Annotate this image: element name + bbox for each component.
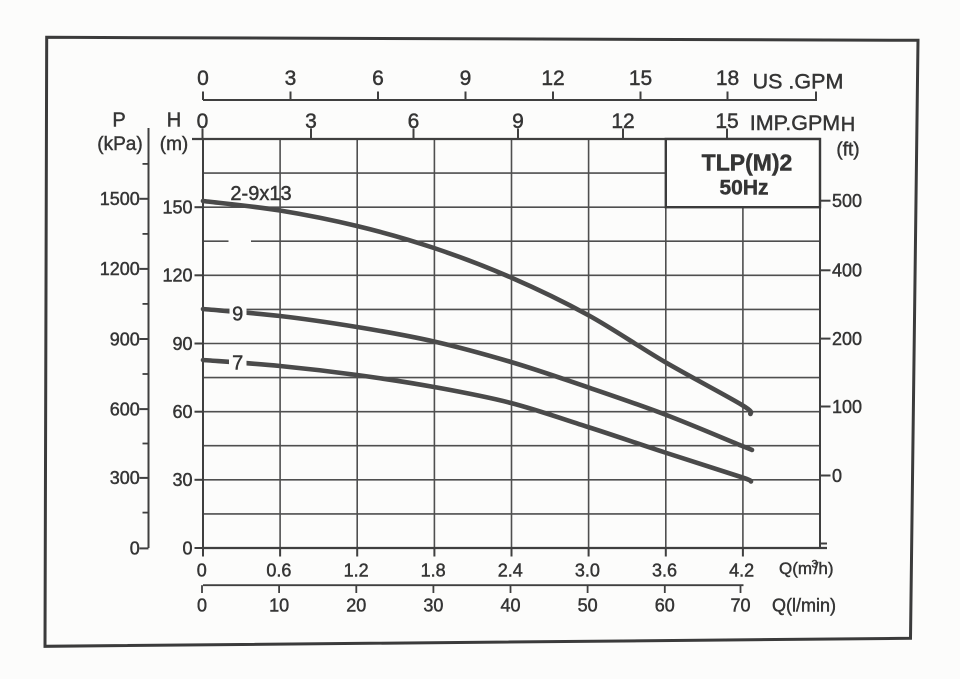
svg-text:150: 150 bbox=[162, 198, 192, 218]
svg-text:30: 30 bbox=[172, 470, 192, 490]
svg-text:10: 10 bbox=[269, 595, 289, 615]
svg-text:3: 3 bbox=[305, 110, 317, 133]
svg-text:H: H bbox=[841, 114, 855, 136]
svg-text:20: 20 bbox=[346, 595, 366, 615]
svg-text:50Hz: 50Hz bbox=[719, 177, 768, 200]
svg-text:0: 0 bbox=[197, 67, 209, 90]
svg-text:0: 0 bbox=[197, 560, 207, 580]
svg-text:9: 9 bbox=[512, 110, 524, 133]
svg-text:0.6: 0.6 bbox=[266, 560, 291, 580]
svg-text:12: 12 bbox=[541, 67, 564, 90]
svg-text:6: 6 bbox=[408, 110, 420, 133]
svg-text:15: 15 bbox=[715, 110, 738, 133]
svg-text:0: 0 bbox=[182, 538, 192, 558]
svg-text:40: 40 bbox=[500, 595, 520, 615]
svg-text:0: 0 bbox=[197, 110, 209, 133]
svg-text:US .GPM: US .GPM bbox=[753, 69, 844, 93]
svg-text:(ft): (ft) bbox=[836, 140, 859, 161]
svg-text:200: 200 bbox=[832, 329, 862, 349]
svg-text:90: 90 bbox=[172, 334, 192, 354]
svg-text:900: 900 bbox=[110, 329, 140, 349]
svg-text:1200: 1200 bbox=[100, 259, 140, 279]
svg-text:IMP.GPM: IMP.GPM bbox=[750, 111, 840, 135]
svg-text:500: 500 bbox=[832, 191, 862, 211]
svg-text:120: 120 bbox=[162, 266, 192, 286]
svg-text:0: 0 bbox=[832, 466, 842, 486]
svg-text:100: 100 bbox=[832, 397, 862, 417]
svg-text:400: 400 bbox=[832, 261, 862, 281]
svg-text:1.8: 1.8 bbox=[421, 560, 446, 580]
svg-text:3.6: 3.6 bbox=[652, 560, 677, 580]
svg-text:60: 60 bbox=[172, 402, 192, 422]
svg-text:1.2: 1.2 bbox=[344, 560, 369, 580]
svg-text:TLP(M)2: TLP(M)2 bbox=[702, 149, 793, 175]
svg-text:60: 60 bbox=[655, 595, 675, 615]
svg-text:(kPa): (kPa) bbox=[97, 134, 142, 155]
svg-text:1500: 1500 bbox=[100, 189, 140, 209]
svg-text:30: 30 bbox=[423, 595, 443, 615]
svg-text:Q(m3/h): Q(m3/h) bbox=[779, 558, 834, 578]
svg-text:7: 7 bbox=[232, 353, 243, 375]
svg-text:3: 3 bbox=[285, 67, 297, 90]
svg-text:4.2: 4.2 bbox=[729, 560, 754, 580]
svg-text:P: P bbox=[112, 109, 125, 131]
svg-text:9: 9 bbox=[460, 67, 472, 90]
svg-text:9: 9 bbox=[232, 304, 243, 326]
svg-text:600: 600 bbox=[110, 399, 140, 419]
svg-text:50: 50 bbox=[578, 595, 598, 615]
svg-text:70: 70 bbox=[730, 595, 750, 615]
svg-text:0: 0 bbox=[197, 595, 207, 615]
svg-text:3.0: 3.0 bbox=[575, 560, 600, 580]
svg-text:2.4: 2.4 bbox=[498, 560, 523, 580]
svg-text:Q(l/min): Q(l/min) bbox=[772, 595, 836, 615]
svg-text:2-9x13: 2-9x13 bbox=[230, 183, 291, 205]
svg-text:(m): (m) bbox=[160, 134, 188, 155]
svg-text:H: H bbox=[167, 109, 181, 131]
svg-text:6: 6 bbox=[372, 67, 384, 90]
svg-text:300: 300 bbox=[110, 468, 140, 488]
svg-text:18: 18 bbox=[716, 67, 739, 90]
svg-text:12: 12 bbox=[611, 110, 634, 133]
svg-text:15: 15 bbox=[629, 67, 652, 90]
svg-text:0: 0 bbox=[130, 539, 140, 559]
